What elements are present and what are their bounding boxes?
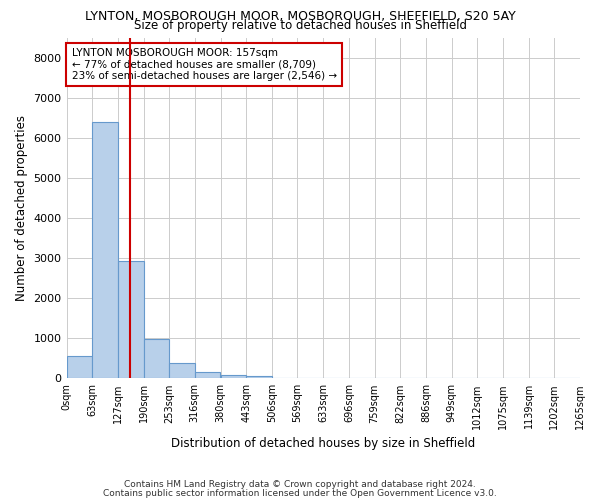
Text: LYNTON, MOSBOROUGH MOOR, MOSBOROUGH, SHEFFIELD, S20 5AY: LYNTON, MOSBOROUGH MOOR, MOSBOROUGH, SHE… bbox=[85, 10, 515, 23]
Y-axis label: Number of detached properties: Number of detached properties bbox=[15, 115, 28, 301]
Bar bbox=[221, 374, 247, 378]
Text: Contains public sector information licensed under the Open Government Licence v3: Contains public sector information licen… bbox=[103, 488, 497, 498]
Bar bbox=[247, 376, 272, 378]
Bar bbox=[195, 372, 220, 378]
X-axis label: Distribution of detached houses by size in Sheffield: Distribution of detached houses by size … bbox=[171, 437, 475, 450]
Text: Contains HM Land Registry data © Crown copyright and database right 2024.: Contains HM Land Registry data © Crown c… bbox=[124, 480, 476, 489]
Bar bbox=[118, 261, 143, 378]
Text: LYNTON MOSBOROUGH MOOR: 157sqm
← 77% of detached houses are smaller (8,709)
23% : LYNTON MOSBOROUGH MOOR: 157sqm ← 77% of … bbox=[71, 48, 337, 81]
Bar bbox=[67, 356, 92, 378]
Bar bbox=[143, 340, 169, 378]
Bar bbox=[169, 364, 195, 378]
Bar bbox=[92, 122, 118, 378]
Text: Size of property relative to detached houses in Sheffield: Size of property relative to detached ho… bbox=[133, 19, 467, 32]
